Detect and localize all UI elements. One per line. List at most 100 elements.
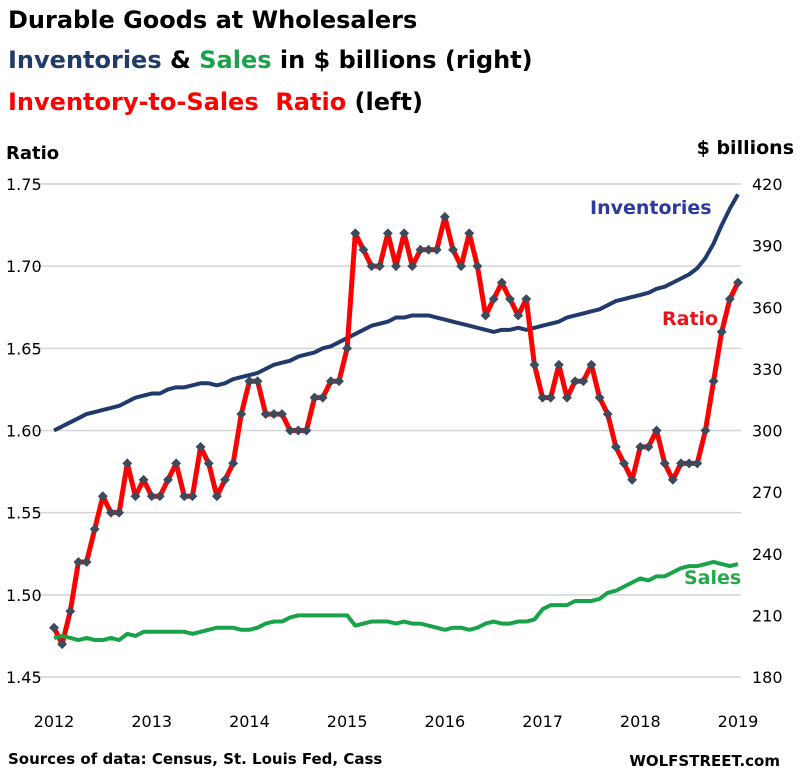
data-point-ratio: [505, 294, 515, 304]
data-point-ratio: [439, 211, 450, 222]
data-point-ratio: [521, 294, 532, 304]
data-point-ratio: [81, 557, 92, 567]
data-point-ratio: [496, 277, 507, 288]
data-point-ratio: [610, 441, 621, 452]
data-point-ratio: [382, 228, 393, 239]
right-axis-label: $ billions: [696, 137, 794, 159]
right-tick-label: 210: [752, 606, 783, 625]
title-ratio: Inventory-to-Sales Ratio: [8, 88, 347, 116]
data-point-ratio: [114, 507, 125, 518]
series-line-inventories: [53, 193, 740, 433]
data-point-ratio: [146, 491, 157, 502]
data-point-ratio: [293, 425, 304, 436]
right-tick-label: 180: [752, 668, 783, 687]
brand: WOLFSTREET.com: [629, 752, 780, 770]
data-point-ratio: [513, 310, 524, 321]
data-point-ratio: [366, 261, 377, 272]
data-point-ratio: [334, 376, 344, 387]
data-point-ratio: [700, 425, 711, 436]
right-tick-label: 360: [752, 298, 783, 317]
data-point-ratio: [350, 228, 361, 239]
data-point-ratio: [716, 326, 727, 337]
data-point-ratio: [562, 392, 572, 403]
data-point-ratio: [676, 458, 686, 469]
left-tick-label: 1.75: [6, 175, 42, 194]
data-point-ratio: [578, 376, 589, 387]
data-point-ratio: [358, 244, 369, 255]
data-point-ratio: [537, 392, 548, 403]
data-point-ratio: [154, 491, 165, 502]
series-line-sales: [53, 559, 739, 643]
data-point-ratio: [448, 244, 458, 255]
data-point-ratio: [407, 261, 418, 272]
title-sales: Sales: [199, 46, 272, 74]
x-tick-label: 2018: [620, 712, 661, 731]
data-point-ratio: [692, 458, 703, 469]
data-point-ratio: [602, 409, 613, 420]
data-point-ratio: [619, 458, 629, 469]
data-point-ratio: [391, 261, 401, 272]
data-point-ratio: [456, 261, 467, 272]
source-note: Sources of data: Census, St. Louis Fed, …: [8, 750, 383, 768]
data-point-ratio: [415, 244, 426, 255]
data-point-ratio: [627, 474, 638, 485]
data-point-ratio: [211, 491, 222, 502]
left-tick-label: 1.50: [6, 586, 42, 605]
data-point-ratio: [733, 277, 743, 288]
data-point-ratio: [684, 458, 695, 469]
data-point-ratio: [724, 294, 735, 304]
data-point-ratio: [220, 474, 230, 485]
data-point-ratio: [431, 244, 442, 255]
series-label: Ratio: [662, 308, 718, 330]
x-tick-label: 2012: [34, 712, 75, 731]
x-tick-label: 2017: [522, 712, 563, 731]
right-tick-label: 270: [752, 483, 783, 502]
data-point-ratio: [228, 458, 239, 469]
data-point-ratio: [594, 392, 605, 403]
data-point-ratio: [195, 441, 206, 452]
data-point-ratio: [529, 359, 540, 370]
data-point-ratio: [570, 376, 581, 387]
data-point-ratio: [667, 474, 678, 485]
left-tick-label: 1.70: [6, 257, 42, 276]
x-tick-label: 2013: [131, 712, 172, 731]
x-tick-label: 2014: [229, 712, 270, 731]
left-tick-label: 1.60: [6, 422, 42, 441]
title-line-1: Durable Goods at Wholesalers: [8, 6, 417, 34]
data-point-ratio: [244, 376, 255, 387]
data-point-ratio: [65, 606, 76, 617]
data-point-ratio: [374, 261, 385, 272]
data-point-ratio: [309, 392, 320, 403]
data-point-ratio: [260, 409, 271, 420]
data-point-ratio: [49, 622, 59, 633]
title-units: in $ billions (right): [271, 46, 533, 74]
x-tick-label: 2019: [718, 712, 759, 731]
right-tick-label: 330: [752, 360, 783, 379]
title-line-2: Inventories & Sales in $ billions (right…: [8, 46, 533, 74]
right-tick-label: 420: [752, 175, 783, 194]
data-point-ratio: [122, 458, 133, 469]
series-label: Sales: [684, 567, 741, 589]
data-point-ratio: [464, 228, 475, 239]
data-point-ratio: [163, 474, 173, 485]
data-point-ratio: [586, 359, 597, 370]
data-point-ratio: [317, 392, 328, 403]
title-text: Durable Goods at Wholesalers: [8, 6, 418, 34]
left-tick-label: 1.45: [6, 668, 42, 687]
data-point-ratio: [130, 491, 141, 502]
data-point-ratio: [171, 458, 182, 469]
data-point-ratio: [488, 294, 499, 304]
data-point-ratio: [325, 376, 336, 387]
left-tick-label: 1.65: [6, 339, 42, 358]
data-point-ratio: [268, 409, 279, 420]
title-inventories: Inventories: [8, 46, 162, 74]
data-point-ratio: [187, 491, 198, 502]
data-point-ratio: [643, 441, 654, 452]
right-tick-label: 240: [752, 545, 783, 564]
title-line-3: Inventory-to-Sales Ratio (left): [8, 88, 423, 116]
data-point-ratio: [553, 359, 564, 370]
data-point-ratio: [277, 409, 287, 420]
data-point-ratio: [399, 228, 410, 239]
